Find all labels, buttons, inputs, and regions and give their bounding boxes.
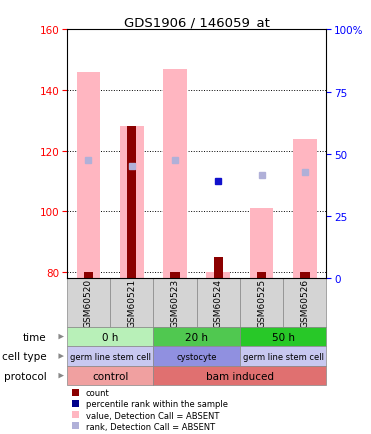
Title: GDS1906 / 146059_at: GDS1906 / 146059_at [124, 16, 270, 29]
Bar [213, 257, 223, 278]
Legend: count, percentile rank within the sample, value, Detection Call = ABSENT, rank, : count, percentile rank within the sample… [71, 388, 229, 431]
Bar [76, 73, 100, 278]
Bar [67, 278, 110, 327]
Text: 50 h: 50 h [272, 332, 295, 342]
Bar [240, 327, 326, 346]
Bar [153, 278, 197, 327]
Bar [240, 278, 283, 327]
Text: germ line stem cell: germ line stem cell [243, 352, 324, 361]
Bar [163, 70, 187, 278]
Text: 0 h: 0 h [102, 332, 118, 342]
Bar [170, 272, 180, 278]
Bar [67, 327, 153, 346]
Bar [67, 366, 153, 385]
Bar [83, 272, 93, 278]
Text: GSM60520: GSM60520 [84, 278, 93, 327]
Text: germ line stem cell: germ line stem cell [70, 352, 151, 361]
Bar [300, 272, 309, 278]
Text: GSM60521: GSM60521 [127, 278, 136, 327]
Text: GSM60526: GSM60526 [301, 278, 309, 327]
Bar [127, 127, 137, 278]
Bar [153, 366, 326, 385]
Bar [197, 278, 240, 327]
Bar [120, 127, 144, 278]
Bar [67, 346, 153, 366]
Bar [153, 346, 240, 366]
Text: protocol: protocol [4, 371, 46, 381]
Bar [250, 209, 273, 278]
Text: cell type: cell type [2, 351, 46, 361]
Bar [153, 327, 240, 346]
Text: control: control [92, 371, 128, 381]
Bar [283, 278, 326, 327]
Bar [257, 272, 266, 278]
Text: cystocyte: cystocyte [176, 352, 217, 361]
Text: 20 h: 20 h [185, 332, 208, 342]
Text: GSM60525: GSM60525 [257, 278, 266, 327]
Bar [293, 139, 317, 278]
Text: GSM60523: GSM60523 [171, 278, 180, 327]
Bar [240, 346, 326, 366]
Text: GSM60524: GSM60524 [214, 278, 223, 327]
Bar [206, 272, 230, 278]
Text: bam induced: bam induced [206, 371, 274, 381]
Bar [110, 278, 153, 327]
Text: time: time [23, 332, 46, 342]
